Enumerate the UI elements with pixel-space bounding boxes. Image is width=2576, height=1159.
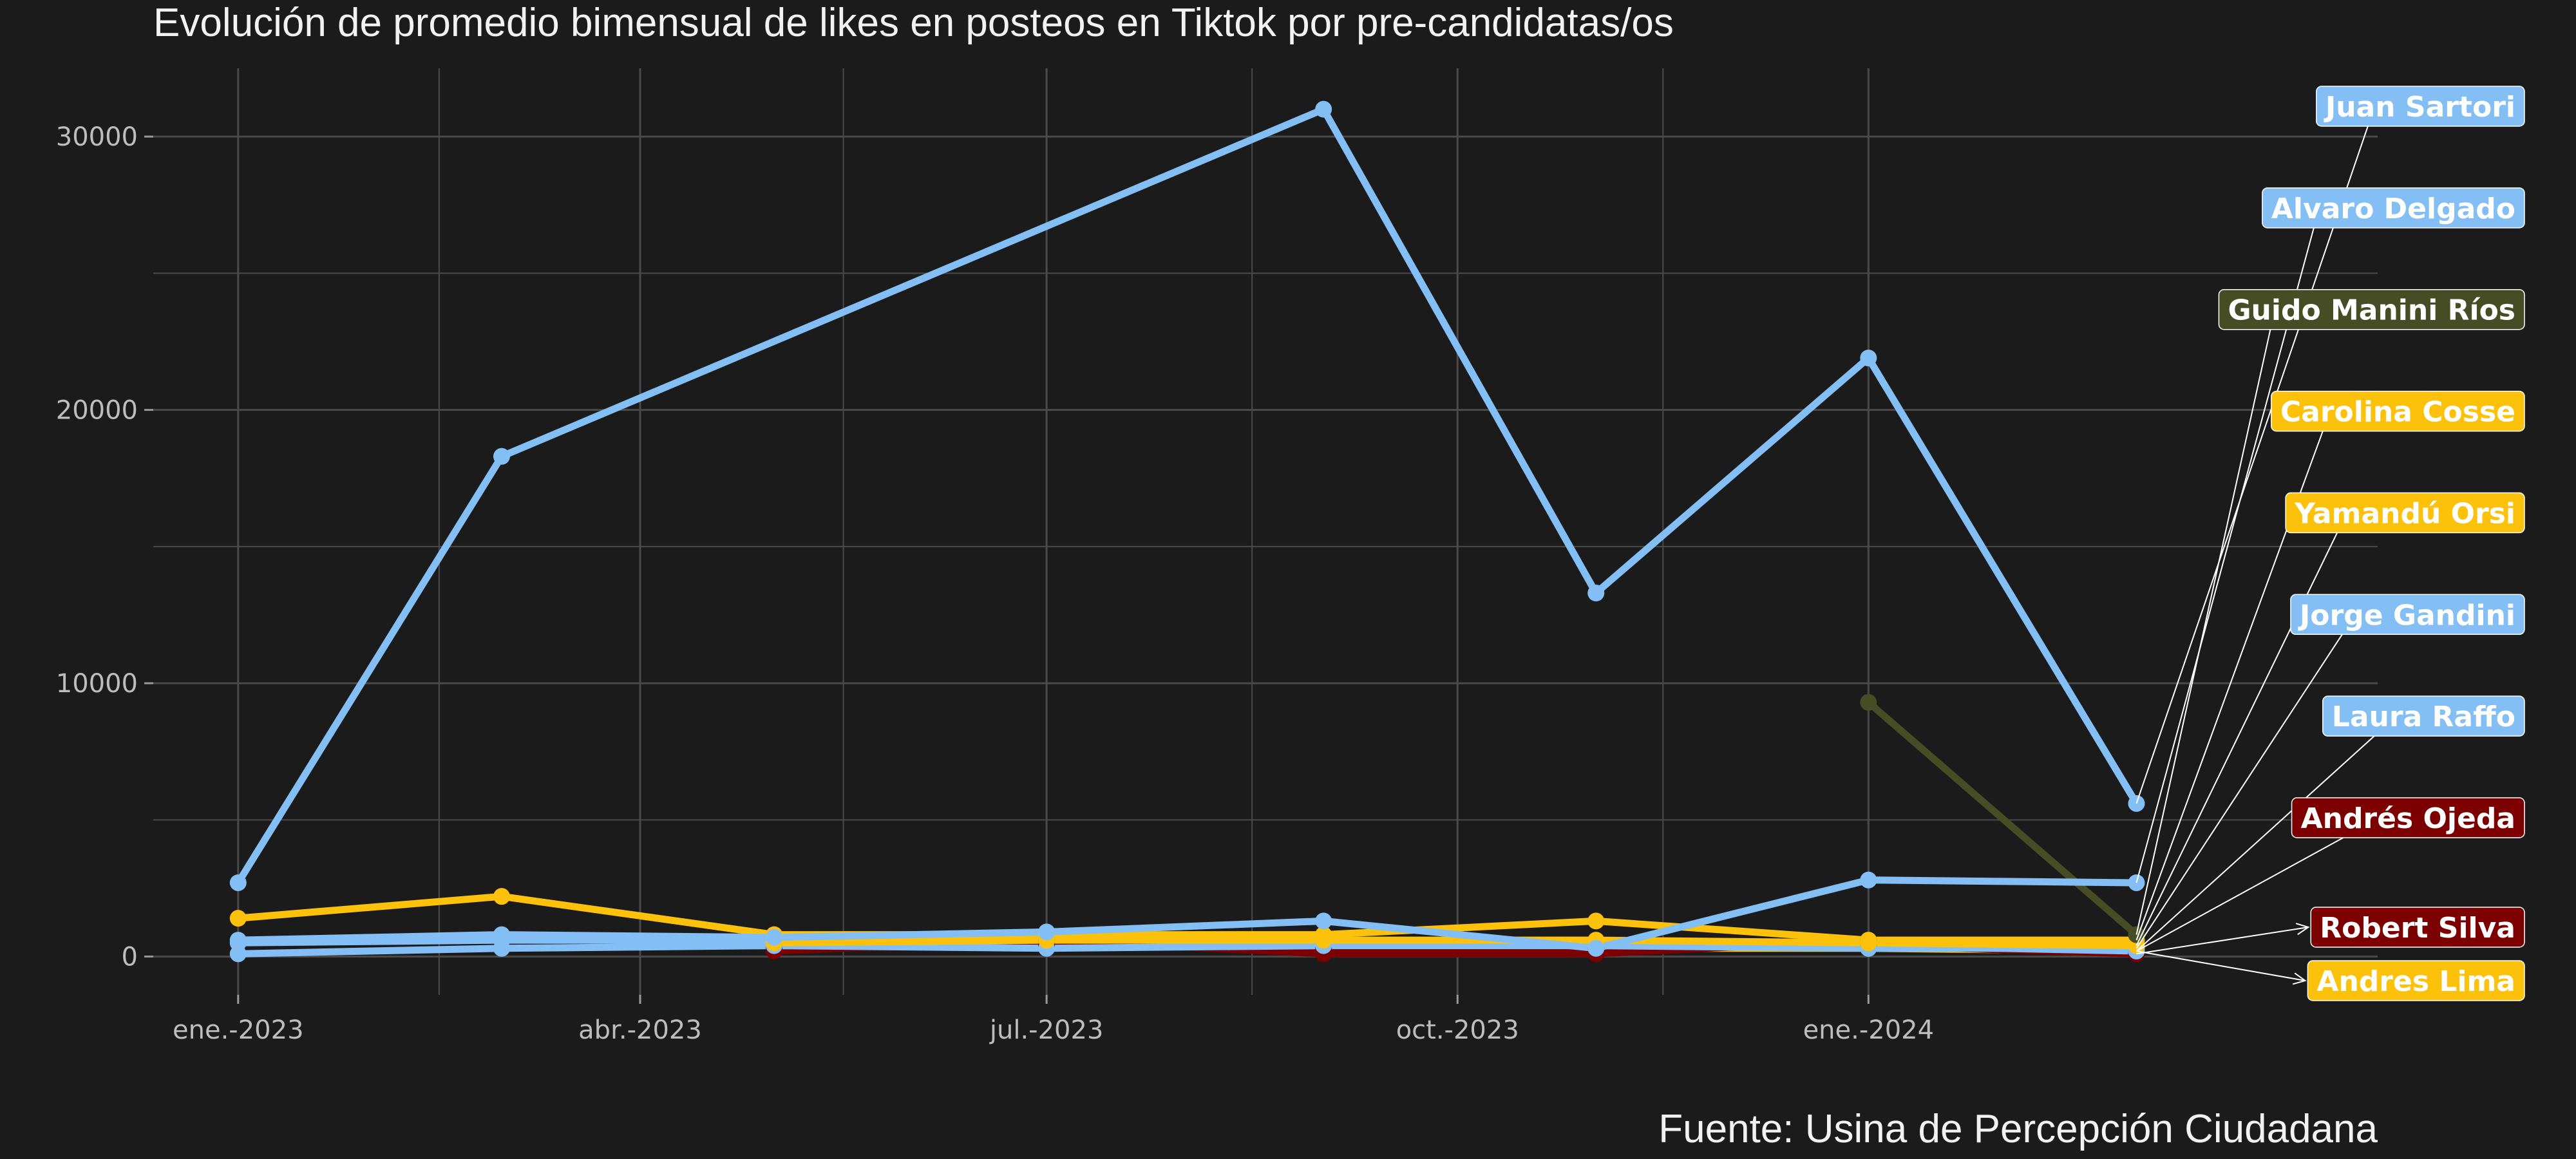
series-label-laura-raffo: [2322, 695, 2525, 737]
data-point-carolina-cosse: [493, 888, 510, 905]
data-point-juan-sartori: [1315, 100, 1332, 118]
data-point-juan-sartori: [493, 448, 510, 465]
data-point-juan-sartori: [229, 874, 247, 891]
series-label-robert-silva: [2310, 907, 2525, 948]
label-leader-arrow: [2292, 972, 2307, 985]
series-label-text: Alvaro Delgado: [2271, 193, 2515, 225]
y-tick-label: 10000: [56, 669, 138, 699]
series-label-andres-lima: [2307, 960, 2525, 1001]
series-label-text: Laura Raffo: [2332, 701, 2515, 733]
x-tick-label: jul.-2023: [989, 1015, 1104, 1045]
series-label-andres-ojeda: [2291, 797, 2525, 838]
series-line-carolina-cosse: [234, 892, 2140, 944]
x-tick-label: ene.-2023: [173, 1015, 304, 1045]
label-leader-line: [2136, 837, 2344, 952]
label-leader-lines: [2136, 126, 2375, 985]
points-layer: [229, 100, 2145, 963]
label-leader-line: [2136, 126, 2369, 804]
series-line-alvaro-delgado: [234, 876, 2140, 952]
chart-title: Evolución de promedio bimensual de likes…: [153, 1, 1674, 45]
data-point-carolina-cosse: [1315, 926, 1332, 943]
data-point-alvaro-delgado: [1315, 912, 1332, 930]
data-point-jorge-gandini: [493, 939, 510, 957]
series-label-text: Carolina Cosse: [2280, 396, 2515, 429]
series-label-juan-sartori: [2316, 86, 2525, 127]
label-leader-line: [2136, 950, 2306, 981]
series-label-text: Andres Lima: [2316, 965, 2515, 998]
series-layer: [234, 106, 2140, 957]
data-point-carolina-cosse: [229, 910, 247, 927]
data-point-jorge-gandini: [229, 945, 247, 963]
data-point-alvaro-delgado: [1038, 923, 1056, 941]
series-line-guido-manini-rios: [1864, 699, 2140, 939]
series-label-text: Jorge Gandini: [2298, 599, 2515, 632]
label-leader-line: [2136, 927, 2309, 955]
x-tick-label: abr.-2023: [578, 1015, 702, 1045]
series-label-yamandu-orsi: [2285, 492, 2525, 534]
series-label-text: Juan Sartori: [2324, 91, 2515, 124]
chart-caption: Fuente: Usina de Percepción Ciudadana: [1658, 1107, 2378, 1151]
y-tick-label: 30000: [56, 122, 138, 152]
series-label-carolina-cosse: [2271, 390, 2525, 432]
y-tick-label: 20000: [56, 396, 138, 426]
label-leader-line: [2136, 329, 2271, 935]
data-point-carolina-cosse: [1860, 932, 1877, 949]
series-label-jorge-gandini: [2290, 594, 2525, 636]
axis-tick-labels: ene.-2023 abr.-2023 jul.-2023 oct.-2023 ene.…: [56, 122, 1934, 1045]
series-line-jorge-gandini: [234, 942, 2140, 957]
data-point-alvaro-delgado: [1587, 939, 1605, 957]
series-label-text: Andrés Ojeda: [2301, 802, 2515, 835]
data-point-alvaro-delgado: [229, 932, 247, 949]
series-labels: Juan Sartori Alvaro Delgado Guido Manini R…: [2218, 86, 2525, 1001]
data-point-juan-sartori: [1860, 349, 1877, 366]
label-leader-arrow: [2295, 923, 2310, 936]
series-label-text: Yamandú Orsi: [2294, 497, 2515, 530]
x-tick-label: ene.-2024: [1803, 1015, 1935, 1045]
label-leader-line: [2136, 634, 2343, 949]
series-label-alvaro-delgado: [2262, 187, 2525, 229]
data-point-guido-manini-rios: [1860, 693, 1877, 711]
data-point-carolina-cosse: [1587, 912, 1605, 930]
series-label-text: Guido Manini Ríos: [2228, 294, 2515, 327]
series-label-text: Robert Silva: [2320, 912, 2515, 945]
label-leader-line: [2136, 227, 2315, 883]
data-point-alvaro-delgado: [766, 928, 783, 946]
data-point-alvaro-delgado: [1860, 871, 1877, 889]
data-point-alvaro-delgado: [493, 926, 510, 943]
x-tick-label: oct.-2023: [1396, 1015, 1519, 1045]
data-point-juan-sartori: [1587, 585, 1605, 602]
series-line-juan-sartori: [234, 106, 2140, 887]
series-label-guido-manini-rios: [2218, 288, 2525, 330]
y-tick-label: 0: [122, 943, 138, 972]
label-leader-line: [2136, 735, 2375, 952]
